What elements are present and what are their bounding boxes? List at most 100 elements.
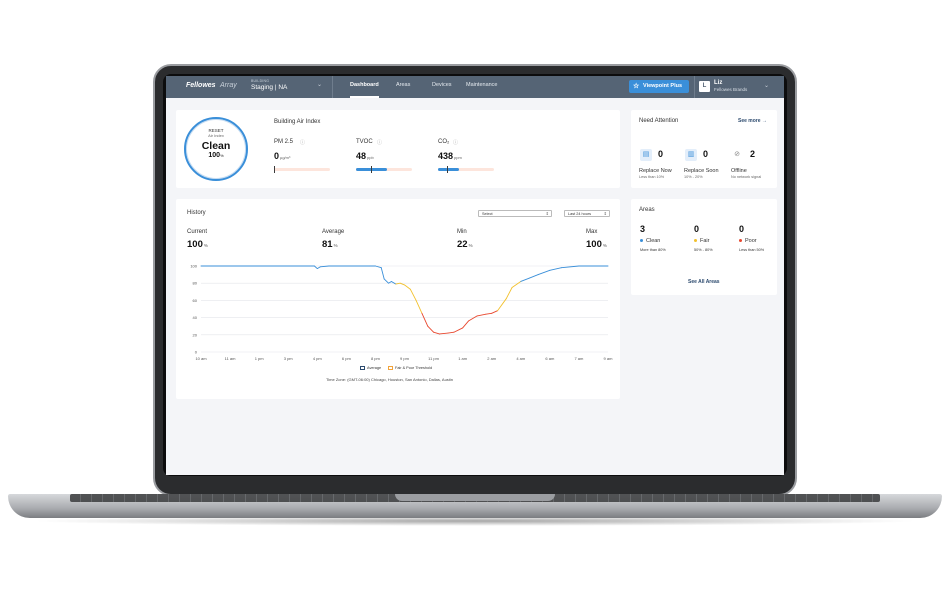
tab-dashboard[interactable]: Dashboard: [350, 82, 379, 98]
see-more-link[interactable]: See more →: [738, 118, 767, 124]
area-select[interactable]: Select ⇕: [478, 210, 552, 217]
series-line-segment: [462, 320, 469, 329]
poor-count: 0: [739, 224, 745, 234]
series-line-segment: [453, 327, 464, 333]
series-line-segment: [497, 298, 507, 312]
co2-level-fill: [438, 168, 459, 171]
co2-level-bar: [438, 168, 494, 171]
offline-icon: ⊘: [734, 151, 740, 158]
tab-maintenance[interactable]: Maintenance: [466, 82, 498, 88]
x-tick-label: 10 am: [195, 356, 207, 361]
history-line-chart: 0 20 40 60 80 100 10 am 11 am 1 pm 3 pm 4 pm 6 pm 8…: [190, 264, 614, 362]
stat-label-current: Current: [187, 229, 208, 235]
tab-areas[interactable]: Areas: [396, 82, 411, 88]
legend-label: Fair & Poor Threshold: [395, 366, 433, 370]
min-number: 22: [457, 239, 468, 250]
series-line-segment: [520, 277, 530, 282]
fair-dot-icon: [694, 239, 697, 243]
stat-label-max: Max: [586, 229, 598, 235]
series-line-segment: [383, 278, 389, 284]
viewpoint-plus-button[interactable]: ☆ Viewpoint Plus: [629, 80, 689, 93]
filter-icon: ▤: [640, 149, 652, 161]
area-select-value: Select: [482, 212, 493, 216]
building-selector[interactable]: Staging | NA: [251, 84, 288, 91]
clean-sub: More than 80%: [640, 248, 666, 252]
time-range-select[interactable]: Last 24 hours ⇕: [564, 210, 610, 217]
tab-devices[interactable]: Devices: [432, 82, 452, 88]
x-tick-label: 6 pm: [342, 356, 352, 361]
y-tick-label: 80: [193, 281, 198, 286]
series-line-segment: [433, 331, 440, 335]
legend-swatch: [388, 366, 393, 370]
star-icon: ☆: [633, 83, 640, 90]
x-tick-label: 8 pm: [371, 356, 381, 361]
legend-label: Average: [367, 366, 382, 370]
series-line-segment: [374, 265, 382, 269]
poor-sub: Less than 50%: [739, 248, 765, 252]
avatar[interactable]: L: [699, 81, 710, 92]
y-tick-label: 20: [193, 332, 198, 337]
replace-now-count: 0: [658, 149, 664, 159]
info-icon[interactable]: ⓘ: [377, 140, 383, 146]
series-line-segment: [388, 281, 392, 284]
brand-product: Array: [220, 82, 237, 89]
ring-top-label: RESET: [208, 128, 224, 133]
poor-dot-icon: [739, 239, 742, 243]
series-line-segment: [427, 325, 435, 333]
replace-now-label[interactable]: Replace Now: [639, 168, 672, 174]
tvoc-number: 48: [356, 151, 367, 161]
metric-value-pm25: 0µg/m³: [274, 151, 290, 161]
series-line-segment: [421, 312, 429, 327]
x-tick-label: 1 am: [458, 356, 468, 361]
x-tick-label: 11 am: [225, 356, 236, 361]
chevron-updown-icon: ⇕: [545, 211, 549, 216]
user-name[interactable]: Liz: [714, 80, 723, 86]
x-tick-label: 4 am: [516, 356, 526, 361]
max-number: 100: [586, 239, 602, 250]
chevron-down-icon[interactable]: ⌄: [764, 83, 770, 89]
stat-label-average: Average: [322, 229, 345, 235]
card-title: Building Air Index: [274, 119, 321, 125]
series-line-segment: [395, 282, 401, 285]
timezone-note: Time Zone: (GMT-06:00) Chicago, Houston,…: [326, 377, 454, 382]
series-line-segment: [529, 274, 539, 279]
air-index-status: Clean: [201, 140, 231, 152]
info-icon[interactable]: ⓘ: [300, 140, 306, 146]
x-tick-label: 3 pm: [284, 356, 294, 361]
x-tick-label: 1 pm: [255, 356, 265, 361]
metric-label-tvoc: TVOC: [356, 139, 373, 145]
air-index-value: 100%: [186, 152, 246, 159]
chevron-down-icon[interactable]: ⌄: [317, 82, 323, 88]
min-unit: %: [468, 243, 473, 248]
offline-label[interactable]: Offline: [731, 168, 747, 174]
pm25-number: 0: [274, 151, 280, 161]
tvoc-unit: ppb: [367, 155, 374, 160]
air-index-ring: RESET Air Index Clean 100%: [184, 117, 248, 181]
series-line-segment: [537, 269, 551, 276]
series-line-segment: [485, 312, 493, 315]
clean-dot-icon: [640, 239, 643, 243]
current-unit: %: [203, 243, 208, 248]
replace-soon-label[interactable]: Replace Soon: [684, 168, 719, 174]
series-line-segment: [313, 265, 318, 270]
pm25-level-bar: [274, 168, 330, 171]
poor-label: Poor: [739, 238, 757, 244]
x-tick-label: 7 am: [574, 356, 584, 361]
x-tick-label: 6 am: [545, 356, 555, 361]
card-title: History: [187, 210, 206, 216]
info-icon[interactable]: ⓘ: [453, 140, 459, 146]
x-tick-label: 9 am: [604, 356, 614, 361]
stat-value-max: 100%: [586, 239, 607, 250]
tvoc-level-marker: [371, 166, 373, 173]
building-label: BUILDING: [251, 79, 270, 83]
see-all-areas-link[interactable]: See All Areas: [688, 279, 720, 285]
building-air-index-card: RESET Air Index Clean 100% Building Air …: [176, 110, 620, 188]
chevron-updown-icon: ⇕: [603, 211, 607, 216]
fair-text: Fair: [700, 238, 710, 244]
series-line-segment: [447, 331, 455, 334]
series-line-segment: [505, 287, 513, 300]
average-unit: %: [333, 243, 338, 248]
co2-number: 438: [438, 151, 454, 161]
current-number: 100: [187, 239, 203, 250]
brand-logo[interactable]: Fellowes: [186, 82, 216, 89]
